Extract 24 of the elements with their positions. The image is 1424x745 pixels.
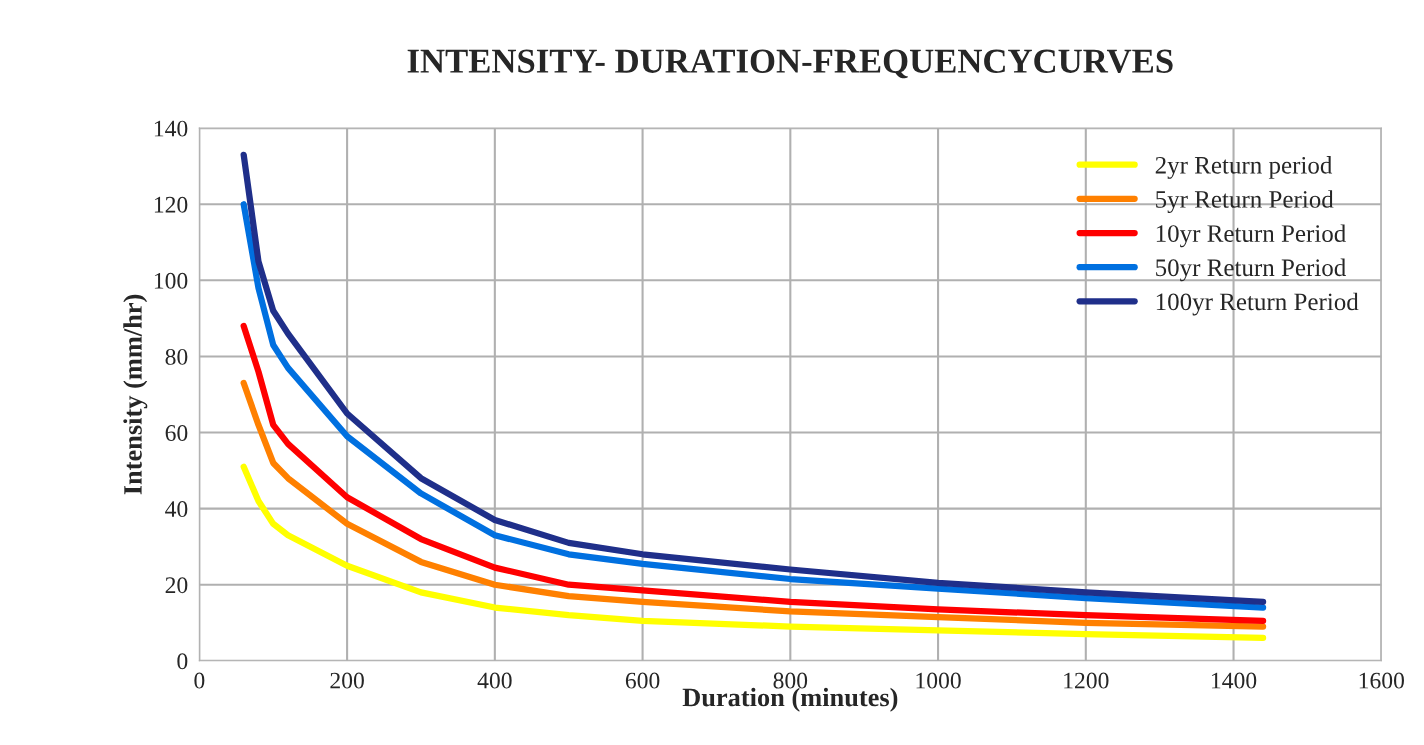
y-tick-label: 0 <box>177 653 188 670</box>
y-tick-label: 40 <box>165 501 188 518</box>
chart-title: INTENSITY- DURATION-FREQUENCYCURVES <box>407 49 1173 79</box>
x-tick-label: 1600 <box>1359 672 1404 689</box>
y-tick-label: 120 <box>154 196 188 213</box>
x-tick-label: 600 <box>625 672 660 689</box>
y-tick-label: 20 <box>165 577 188 594</box>
x-tick-label: 800 <box>773 672 808 689</box>
x-tick-label: 1000 <box>916 672 961 689</box>
y-tick-label: 100 <box>154 272 188 289</box>
legend-label: 2yr Return period <box>1155 156 1333 179</box>
legend-label: 5yr Return Period <box>1156 190 1334 214</box>
y-tick-label: 80 <box>165 348 188 365</box>
y-tick-label: 60 <box>165 425 188 441</box>
x-tick-label: 200 <box>330 672 364 689</box>
y-axis-title: Intensity (mm/hr) <box>123 294 148 495</box>
x-tick-label: 0 <box>194 672 205 689</box>
legend-label: 10yr Return Period <box>1156 224 1346 248</box>
x-tick-label: 400 <box>477 672 512 689</box>
x-tick-label: 1200 <box>1064 672 1109 689</box>
y-tick-label: 140 <box>154 120 188 137</box>
legend-label: 100yr Return Period <box>1156 292 1359 316</box>
legend-label: 50yr Return Period <box>1156 258 1346 282</box>
x-tick-label: 1400 <box>1212 672 1257 689</box>
